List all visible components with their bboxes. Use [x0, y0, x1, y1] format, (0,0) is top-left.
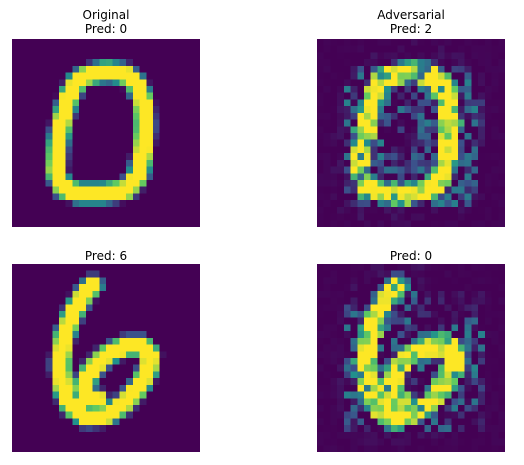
panel-title-adversarial-bottom: Pred: 0	[317, 249, 505, 263]
panel-title-line1: Original	[82, 8, 130, 22]
digit-image-adversarial-bottom	[317, 264, 505, 452]
panel-title-adversarial-top: Adversarial Pred: 2	[317, 8, 505, 36]
panel-title-original-top: Original Pred: 0	[12, 8, 200, 36]
panel-title-line2: Pred: 2	[389, 22, 433, 36]
panel-title-line2: Pred: 0	[389, 249, 433, 263]
digit-image-adversarial-top	[317, 39, 505, 227]
digit-image-original-top	[12, 39, 200, 227]
panel-title-original-bottom: Pred: 6	[12, 249, 200, 263]
panel-title-line2: Pred: 0	[84, 22, 128, 36]
panel-title-line1: Adversarial	[377, 8, 445, 22]
digit-image-original-bottom	[12, 264, 200, 452]
panel-title-line2: Pred: 6	[84, 249, 128, 263]
